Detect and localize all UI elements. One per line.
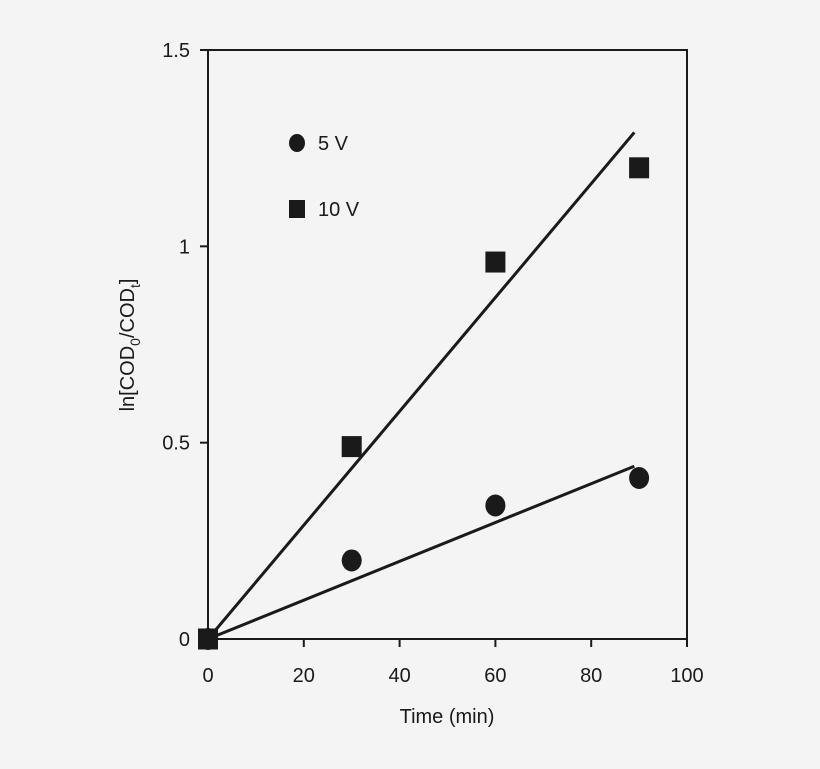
y-tick-label: 1 bbox=[179, 236, 190, 258]
point-5-v bbox=[341, 549, 362, 572]
fit-lines bbox=[206, 131, 636, 641]
x-tick-label: 0 bbox=[202, 665, 213, 687]
y-axis-title: ln[COD0/CODt] bbox=[117, 279, 143, 412]
y-tick-label: 0.5 bbox=[162, 433, 190, 455]
point-5-v bbox=[629, 467, 650, 490]
point-10-v bbox=[198, 628, 218, 650]
legend-label-5-v: 5 V bbox=[318, 133, 349, 155]
fit-line-10-v bbox=[206, 131, 636, 640]
x-tick-label: 40 bbox=[388, 665, 410, 687]
legend-marker-10-v bbox=[289, 200, 305, 218]
x-tick-label: 100 bbox=[670, 665, 703, 687]
data-points bbox=[198, 157, 650, 650]
x-tick-label: 60 bbox=[484, 665, 506, 687]
x-tick-label: 20 bbox=[293, 665, 315, 687]
legend-label-10-v: 10 V bbox=[318, 199, 360, 221]
plot-frame bbox=[207, 49, 688, 640]
point-10-v bbox=[629, 157, 650, 179]
legend-marker-5-v bbox=[289, 134, 305, 152]
point-10-v bbox=[485, 251, 506, 273]
x-tick-label: 80 bbox=[580, 665, 602, 687]
point-10-v bbox=[341, 436, 362, 458]
x-axis-title: Time (min) bbox=[400, 706, 495, 728]
y-tick-label: 0 bbox=[179, 629, 190, 651]
y-tick-label: 1.5 bbox=[162, 40, 190, 62]
point-5-v bbox=[485, 494, 506, 517]
x-axis: 0 20 40 60 80 100 bbox=[202, 639, 704, 687]
fit-line-5-v bbox=[207, 464, 635, 641]
y-axis: 0 0.5 1 1.5 bbox=[162, 40, 208, 651]
legend: 5 V 10 V bbox=[289, 133, 360, 221]
